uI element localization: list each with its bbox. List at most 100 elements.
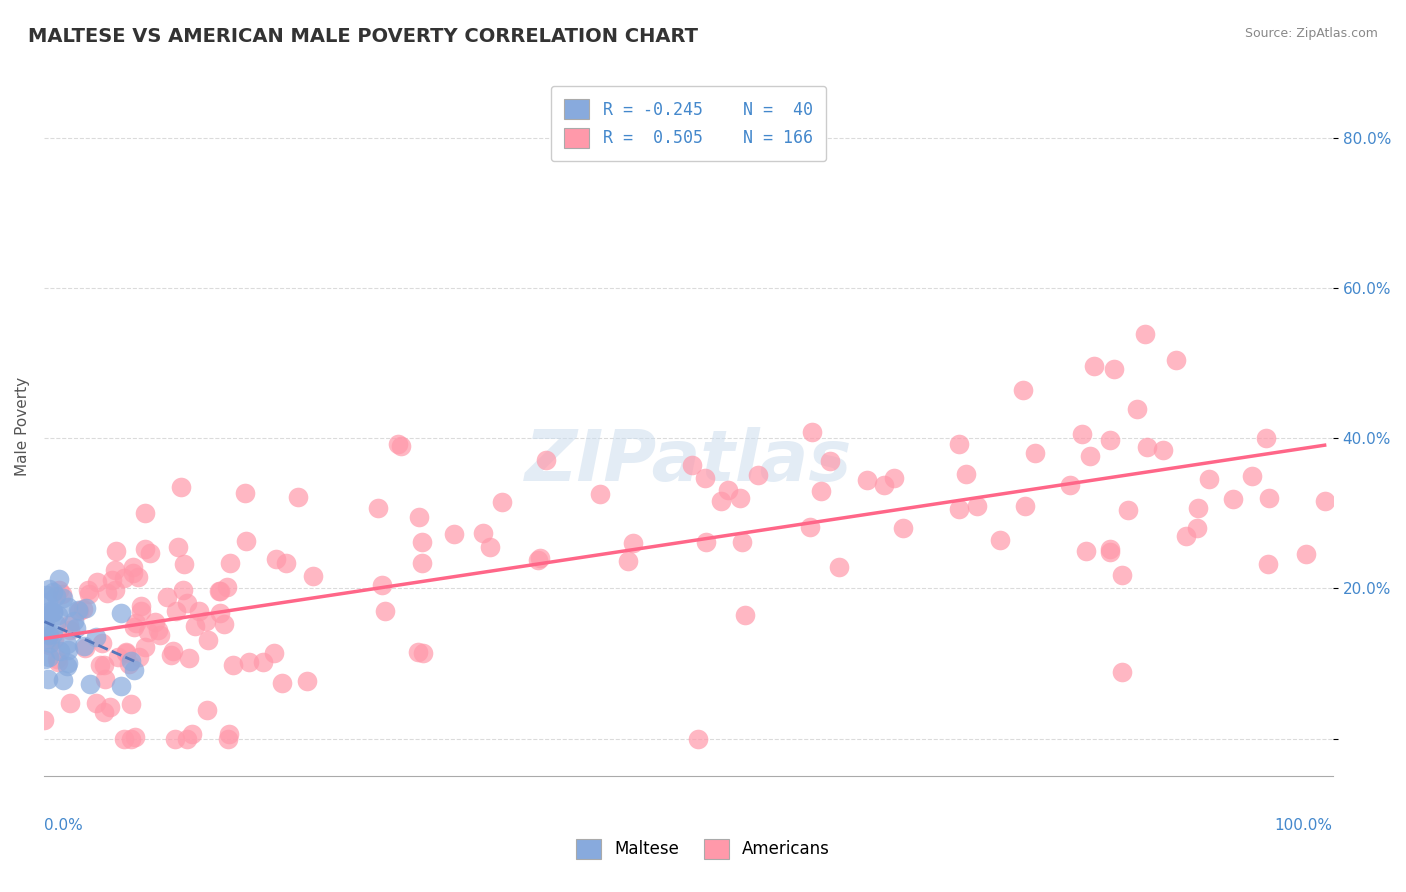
Point	[42, 605, 65, 619]
Point	[1198, 472, 1220, 486]
Point	[215, 580, 238, 594]
Legend: R = -0.245    N =  40, R =  0.505    N = 166: R = -0.245 N = 40, R = 0.505 N = 166	[551, 86, 825, 161]
Point	[1133, 327, 1156, 342]
Point	[56, 659, 79, 673]
Point	[270, 676, 292, 690]
Point	[110, 607, 132, 621]
Point	[139, 546, 162, 560]
Point	[155, 590, 177, 604]
Point	[1257, 557, 1279, 571]
Point	[1136, 440, 1159, 454]
Point	[194, 615, 217, 629]
Point	[1295, 547, 1317, 561]
Point	[195, 703, 218, 717]
Point	[1258, 491, 1281, 506]
Point	[412, 646, 434, 660]
Point	[891, 521, 914, 535]
Point	[873, 478, 896, 492]
Point	[717, 483, 740, 498]
Legend: Maltese, Americans: Maltese, Americans	[569, 832, 837, 866]
Point	[58, 618, 80, 632]
Point	[93, 672, 115, 686]
Point	[124, 620, 146, 634]
Point	[728, 491, 751, 505]
Point	[176, 596, 198, 610]
Point	[114, 646, 136, 660]
Point	[1111, 665, 1133, 680]
Point	[526, 553, 548, 567]
Point	[32, 714, 55, 728]
Point	[681, 458, 703, 472]
Point	[176, 731, 198, 746]
Point	[93, 658, 115, 673]
Point	[79, 587, 101, 601]
Point	[125, 616, 148, 631]
Point	[91, 636, 114, 650]
Point	[38, 582, 60, 596]
Point	[406, 645, 429, 659]
Point	[491, 495, 513, 509]
Point	[1126, 401, 1149, 416]
Point	[75, 641, 97, 656]
Point	[93, 706, 115, 720]
Point	[59, 696, 82, 710]
Point	[86, 574, 108, 589]
Point	[810, 483, 832, 498]
Point	[67, 604, 90, 618]
Point	[1024, 446, 1046, 460]
Point	[117, 657, 139, 671]
Point	[1078, 449, 1101, 463]
Point	[1098, 541, 1121, 556]
Point	[160, 648, 183, 662]
Point	[98, 700, 121, 714]
Y-axis label: Male Poverty: Male Poverty	[15, 377, 30, 476]
Point	[120, 654, 142, 668]
Point	[104, 563, 127, 577]
Point	[37, 595, 59, 609]
Point	[42, 606, 65, 620]
Point	[219, 556, 242, 570]
Point	[1175, 529, 1198, 543]
Point	[302, 569, 325, 583]
Point	[955, 467, 977, 481]
Point	[46, 655, 69, 669]
Point	[76, 601, 98, 615]
Point	[617, 554, 640, 568]
Point	[1313, 494, 1336, 508]
Point	[56, 637, 79, 651]
Point	[136, 624, 159, 639]
Point	[287, 490, 309, 504]
Point	[1241, 469, 1264, 483]
Point	[101, 573, 124, 587]
Point	[1059, 478, 1081, 492]
Point	[1185, 521, 1208, 535]
Point	[411, 535, 433, 549]
Point	[408, 510, 430, 524]
Point	[181, 727, 204, 741]
Text: ZIPatlas: ZIPatlas	[524, 427, 852, 496]
Point	[127, 570, 149, 584]
Point	[828, 559, 851, 574]
Point	[212, 617, 235, 632]
Point	[371, 578, 394, 592]
Point	[820, 454, 842, 468]
Point	[96, 586, 118, 600]
Point	[38, 649, 60, 664]
Point	[295, 673, 318, 688]
Point	[35, 632, 58, 646]
Point	[124, 730, 146, 744]
Point	[59, 623, 82, 637]
Point	[48, 644, 70, 658]
Point	[208, 606, 231, 620]
Point	[34, 615, 56, 629]
Point	[149, 628, 172, 642]
Point	[1222, 492, 1244, 507]
Point	[387, 437, 409, 451]
Point	[367, 500, 389, 515]
Point	[134, 506, 156, 520]
Point	[45, 589, 67, 603]
Point	[411, 556, 433, 570]
Point	[121, 560, 143, 574]
Point	[42, 584, 65, 599]
Point	[42, 627, 65, 641]
